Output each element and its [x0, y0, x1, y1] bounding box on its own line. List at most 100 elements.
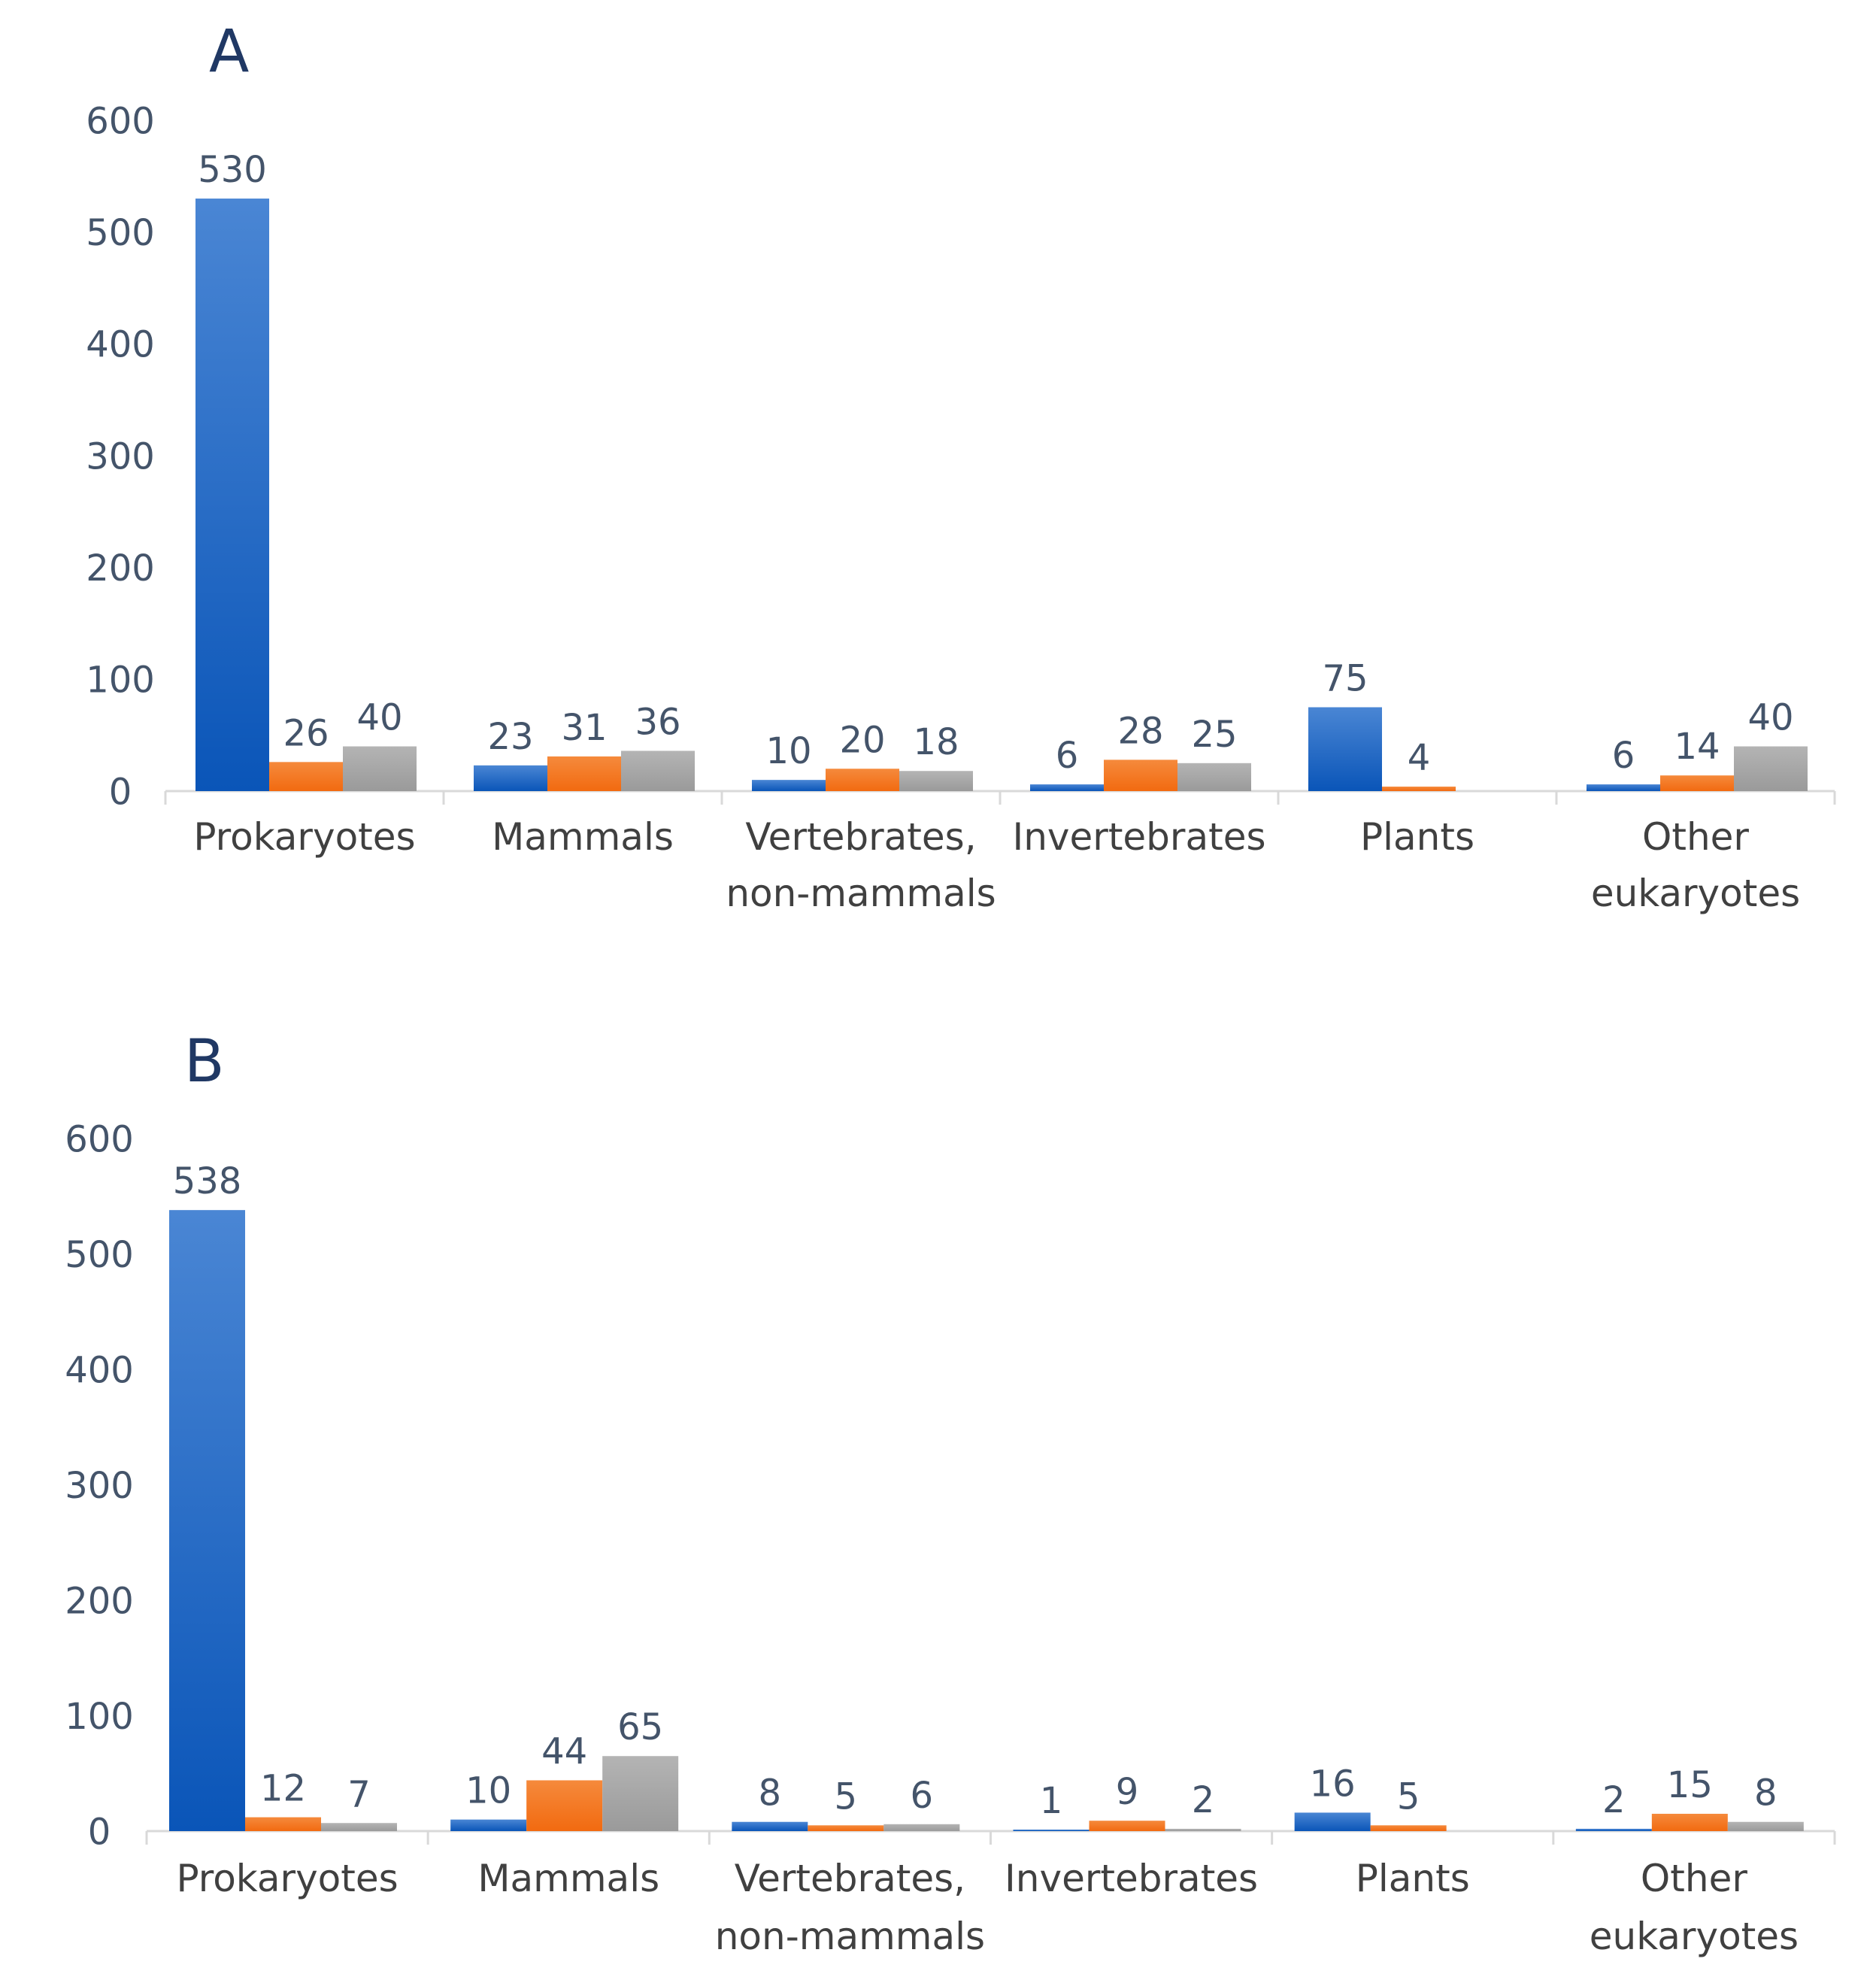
y-tick-label: 300: [65, 1465, 134, 1507]
bar-orange: [1651, 1813, 1728, 1831]
category-label: Other: [1641, 1857, 1747, 1900]
category-label: Other: [1642, 815, 1749, 859]
data-label: 8: [759, 1772, 782, 1815]
data-label: 2: [1192, 1779, 1215, 1821]
data-label: 6: [911, 1775, 934, 1817]
bar-orange: [1104, 760, 1177, 791]
category-label: Plants: [1360, 815, 1474, 859]
bar-gray: [883, 1824, 960, 1831]
category-label: eukaryotes: [1591, 872, 1800, 915]
data-label: 7: [347, 1773, 371, 1815]
chart-panel-a: A 0 100 200 300 400 500 600 530 26 40 Prokaryotes 23…: [86, 18, 1836, 915]
data-label: 20: [839, 719, 885, 761]
bar-orange: [547, 756, 621, 791]
bar-gray: [1177, 763, 1251, 791]
data-label: 6: [1056, 735, 1079, 777]
category-label: Plants: [1356, 1857, 1470, 1900]
data-label: 31: [561, 707, 607, 749]
bar-blue: [169, 1210, 245, 1831]
data-label: 10: [765, 730, 811, 772]
y-tick-label: 400: [65, 1349, 134, 1391]
category-label: Invertebrates: [1012, 815, 1265, 859]
bar-orange: [269, 762, 343, 791]
bar-blue: [1294, 1812, 1371, 1831]
data-label: 9: [1116, 1771, 1139, 1813]
data-label: 538: [173, 1160, 242, 1202]
category-label: non-mammals: [715, 1915, 985, 1958]
bar-blue: [474, 765, 547, 791]
bar-blue: [450, 1819, 527, 1831]
data-label: 4: [1408, 737, 1431, 779]
category-label: Mammals: [477, 1857, 659, 1900]
bar-orange: [1370, 1825, 1447, 1831]
bar-blue: [752, 780, 826, 791]
y-tick-label: 100: [86, 659, 155, 702]
data-label: 18: [913, 721, 959, 763]
category-label: Invertebrates: [1005, 1857, 1258, 1900]
bar-blue: [1013, 1830, 1090, 1831]
bar-gray: [1734, 746, 1808, 791]
data-label: 1: [1040, 1780, 1063, 1822]
category-label: Vertebrates,: [745, 815, 976, 859]
bar-gray: [321, 1823, 397, 1831]
y-tick-label: 100: [65, 1696, 134, 1738]
bar-gray: [621, 750, 695, 791]
panel-label: A: [209, 18, 249, 86]
y-tick-label: 600: [86, 100, 155, 142]
data-label: 40: [356, 697, 402, 739]
y-tick-label: 600: [65, 1118, 134, 1160]
bar-orange: [526, 1780, 603, 1831]
bar-orange: [1089, 1821, 1165, 1831]
data-label: 15: [1667, 1764, 1713, 1806]
data-label: 65: [617, 1706, 663, 1748]
data-label: 8: [1754, 1772, 1778, 1815]
y-tick-label: 0: [109, 771, 132, 813]
y-tick-label: 300: [86, 435, 155, 478]
bar-blue: [195, 199, 269, 792]
bar-orange: [1382, 787, 1456, 791]
data-label: 23: [487, 716, 533, 758]
category-label: eukaryotes: [1590, 1915, 1799, 1958]
data-label: 14: [1674, 726, 1720, 768]
data-label: 12: [260, 1768, 306, 1810]
bar-blue: [1030, 784, 1104, 791]
y-tick-label: 0: [88, 1811, 111, 1853]
category-label: Vertebrates,: [735, 1857, 965, 1900]
bar-blue: [1575, 1828, 1652, 1831]
category-label: Prokaryotes: [193, 815, 415, 859]
data-label: 2: [1602, 1779, 1626, 1821]
bar-orange: [1660, 775, 1734, 791]
data-label: 6: [1612, 735, 1635, 777]
y-tick-label: 200: [86, 547, 155, 590]
y-tick-label: 500: [86, 212, 155, 254]
bar-gray: [602, 1756, 679, 1831]
bar-orange: [245, 1817, 321, 1831]
bar-orange: [808, 1825, 884, 1831]
category-label: non-mammals: [726, 872, 996, 915]
bar-gray: [1165, 1828, 1241, 1831]
bar-gray: [343, 746, 417, 791]
data-label: 5: [835, 1775, 858, 1818]
data-label: 40: [1747, 697, 1793, 739]
bar-blue: [1308, 707, 1382, 791]
bar-gray: [899, 771, 973, 791]
data-label: 36: [635, 701, 680, 743]
y-tick-label: 400: [86, 324, 155, 366]
data-label: 75: [1322, 658, 1368, 700]
bar-gray: [1727, 1821, 1804, 1831]
data-label: 5: [1397, 1775, 1420, 1818]
data-label: 28: [1117, 710, 1163, 752]
data-label: 10: [465, 1770, 511, 1812]
data-label: 16: [1310, 1763, 1356, 1805]
category-label: Mammals: [492, 815, 674, 859]
data-label: 25: [1191, 714, 1237, 756]
y-tick-label: 200: [65, 1580, 134, 1622]
data-label: 26: [283, 712, 329, 754]
data-label: 44: [541, 1730, 587, 1772]
bar-blue: [1587, 784, 1660, 791]
bar-blue: [732, 1821, 808, 1831]
bar-orange: [826, 769, 899, 791]
panel-label: B: [184, 1028, 225, 1096]
